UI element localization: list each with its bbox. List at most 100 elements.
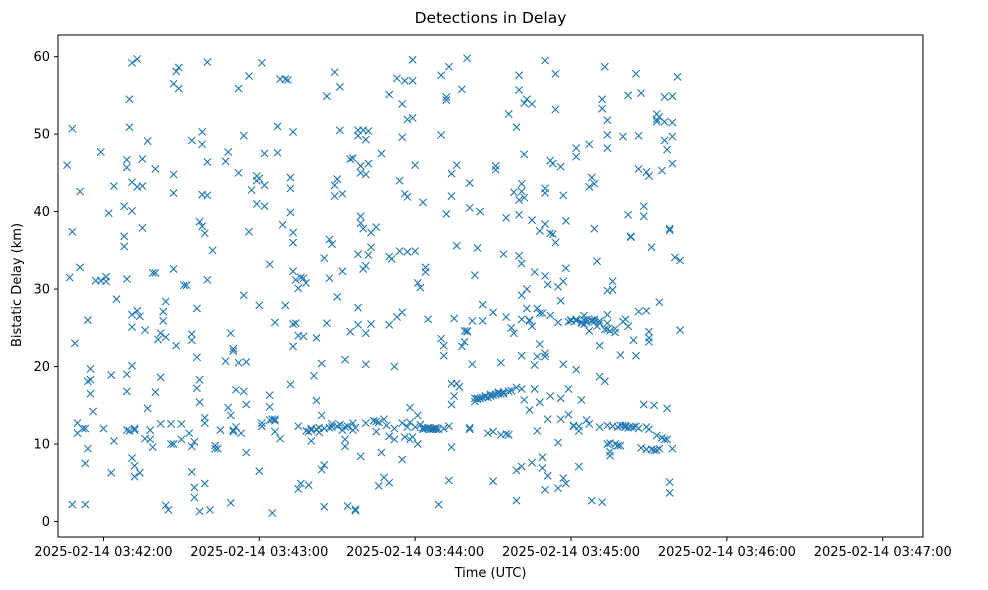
data-point: [522, 304, 531, 313]
data-point: [533, 352, 542, 361]
data-point: [660, 435, 669, 444]
data-point: [159, 316, 168, 325]
data-point: [255, 467, 264, 476]
data-point: [525, 316, 534, 325]
data-point: [590, 315, 599, 324]
data-point: [81, 424, 90, 433]
data-point: [146, 435, 155, 444]
data-point: [385, 478, 394, 487]
data-point: [333, 175, 342, 184]
data-point: [618, 132, 627, 141]
data-point: [122, 387, 131, 396]
data-point: [286, 208, 295, 217]
data-point: [382, 421, 391, 430]
data-point: [673, 72, 682, 81]
data-point: [122, 155, 131, 164]
data-point: [543, 415, 552, 424]
data-point: [380, 415, 388, 424]
data-point: [520, 395, 529, 404]
data-point: [289, 127, 298, 136]
data-point: [143, 137, 152, 146]
data-point: [169, 440, 178, 449]
data-point: [317, 359, 326, 368]
data-point: [470, 271, 479, 280]
data-point: [104, 209, 113, 218]
data-point: [408, 76, 417, 85]
data-point: [83, 444, 92, 453]
data-point: [128, 361, 137, 370]
data-point: [442, 96, 451, 105]
data-point: [260, 181, 269, 190]
data-point: [385, 90, 394, 99]
data-point: [99, 424, 108, 433]
data-point: [403, 192, 412, 201]
data-point: [577, 395, 586, 404]
data-point: [112, 295, 121, 304]
data-point: [354, 303, 363, 312]
data-point: [187, 442, 196, 451]
data-point: [151, 165, 160, 174]
data-point: [642, 306, 651, 315]
data-point: [439, 351, 448, 360]
data-point: [551, 238, 560, 247]
data-point: [265, 402, 274, 411]
data-point: [424, 315, 433, 324]
data-point: [128, 453, 137, 462]
data-point: [102, 277, 111, 286]
data-point: [520, 193, 529, 202]
data-point: [289, 342, 298, 351]
data-point: [156, 373, 165, 382]
data-point: [190, 483, 199, 492]
data-point: [613, 441, 622, 450]
data-point: [348, 419, 357, 428]
data-point: [343, 422, 352, 431]
data-point: [281, 75, 290, 84]
data-point: [169, 264, 178, 273]
data-point: [496, 358, 505, 367]
data-point: [535, 309, 544, 318]
data-point: [335, 420, 344, 429]
data-point: [572, 316, 581, 325]
data-point: [372, 427, 381, 436]
data-point: [476, 207, 485, 216]
data-point: [161, 333, 170, 342]
data-point: [517, 179, 526, 188]
x-tick-label: 2025-02-14 03:45:00: [502, 545, 640, 560]
data-point: [413, 411, 422, 420]
data-point: [509, 188, 518, 197]
data-point: [239, 131, 248, 140]
data-point: [491, 161, 500, 170]
data-point: [122, 275, 131, 284]
data-point: [364, 159, 373, 168]
data-point: [78, 424, 87, 433]
data-point: [208, 246, 217, 255]
data-point: [603, 440, 612, 449]
data-point: [517, 187, 526, 196]
data-point: [517, 462, 526, 471]
data-point: [535, 227, 544, 235]
data-point: [665, 226, 674, 235]
data-point: [650, 446, 659, 455]
data-point: [143, 404, 152, 413]
data-point: [504, 387, 513, 396]
data-point: [257, 422, 266, 431]
data-point: [533, 426, 542, 435]
data-point: [624, 210, 633, 219]
data-point: [128, 323, 137, 332]
data-point: [631, 69, 640, 78]
data-point: [509, 329, 518, 338]
data-point: [120, 232, 129, 241]
data-point: [385, 320, 394, 329]
data-point: [442, 209, 451, 218]
data-point: [304, 481, 313, 490]
data-point: [660, 136, 669, 145]
x-tick-label: 2025-02-14 03:42:00: [34, 545, 172, 560]
data-point: [182, 281, 191, 290]
data-point: [198, 222, 207, 231]
data-point: [559, 191, 568, 200]
data-point: [522, 285, 531, 294]
data-point: [169, 170, 178, 179]
data-point: [294, 284, 303, 293]
data-point: [603, 144, 612, 153]
